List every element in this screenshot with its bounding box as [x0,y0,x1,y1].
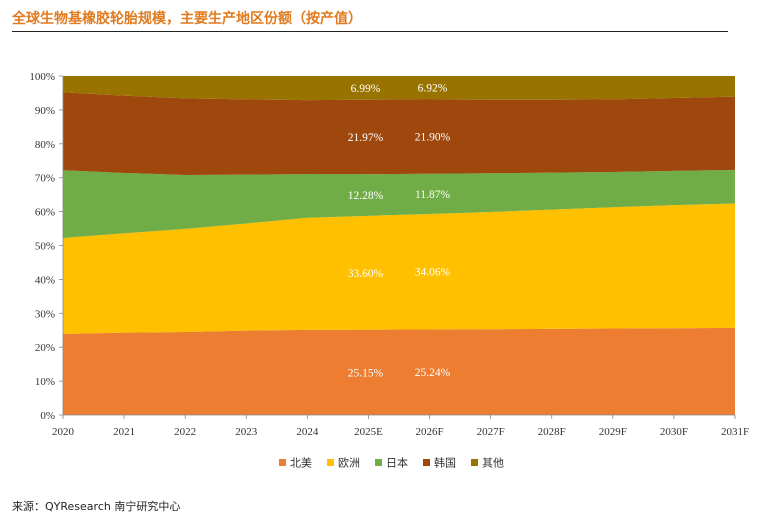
x-tick-label: 2026F [415,426,443,438]
x-tick-label: 2029F [599,426,627,438]
area-series-group [63,76,735,415]
legend-label-3: 日本 [386,456,408,470]
chart-title: 全球生物基橡胶轮胎规模，主要生产地区份额（按产值） [12,11,362,27]
y-tick-label: 40% [35,274,55,286]
area-series-2 [63,203,735,334]
y-tick-label: 30% [35,308,55,320]
x-tick-label: 2027F [477,426,505,438]
source-note: 来源：QYResearch 南宁研究中心 [12,500,181,513]
legend-label-1: 北美 [290,457,312,470]
legend-swatch-3 [375,459,382,466]
area-series-4 [63,92,735,175]
x-tick-label: 2021 [113,426,135,438]
stacked-area-chart: 0% 10% 20% 30% 40% 50% 60% 70% 80% 90% 100% 2020 202… [29,71,749,470]
data-label: 25.24% [415,367,451,379]
area-series-1 [63,327,735,415]
y-tick-label: 80% [35,139,55,151]
x-tick-label: 2022 [174,426,196,438]
x-tick-label: 2028F [538,426,566,438]
legend-swatch-4 [423,459,430,466]
legend: 北美 欧洲 日本 韩国 其他 [279,456,504,470]
data-label: 33.60% [348,268,384,280]
axes-group: 0% 10% 20% 30% 40% 50% 60% 70% 80% 90% 100% 2020 202… [29,71,749,438]
data-labels-group: 25.15% 25.24% 33.60% 34.06% 12.28% 11.87% 21.9… [348,83,451,380]
area-series-5 [63,76,735,101]
data-label: 25.15% [348,367,384,379]
legend-swatch-5 [471,459,478,466]
data-label: 6.92% [418,83,448,95]
title-divider [12,31,728,32]
x-tick-label: 2025E [354,426,383,438]
y-tick-label: 10% [35,376,55,388]
legend-swatch-2 [327,459,334,466]
legend-swatch-1 [279,459,286,466]
y-tick-label: 90% [35,105,55,117]
data-label: 12.28% [348,190,384,202]
legend-label-4: 韩国 [434,456,456,470]
y-tick-label: 20% [35,342,55,354]
y-tick-label: 50% [35,241,55,253]
data-label: 6.99% [351,83,381,95]
legend-label-5: 其他 [482,457,504,470]
data-label: 21.90% [415,132,451,144]
data-label: 11.87% [415,189,450,201]
y-tick-label: 60% [35,207,55,219]
x-tick-label: 2031F [721,426,749,438]
y-tick-label: 70% [35,173,55,185]
data-label: 34.06% [415,267,451,279]
y-tick-label: 0% [40,410,55,422]
y-tick-label: 100% [29,71,55,83]
x-tick-label: 2024 [296,426,319,438]
legend-label-2: 欧洲 [338,457,360,470]
area-series-3 [63,169,735,239]
x-tick-label: 2030F [660,426,688,438]
x-tick-label: 2023 [235,426,258,438]
data-label: 21.97% [348,132,384,144]
x-tick-label: 2020 [52,426,75,438]
